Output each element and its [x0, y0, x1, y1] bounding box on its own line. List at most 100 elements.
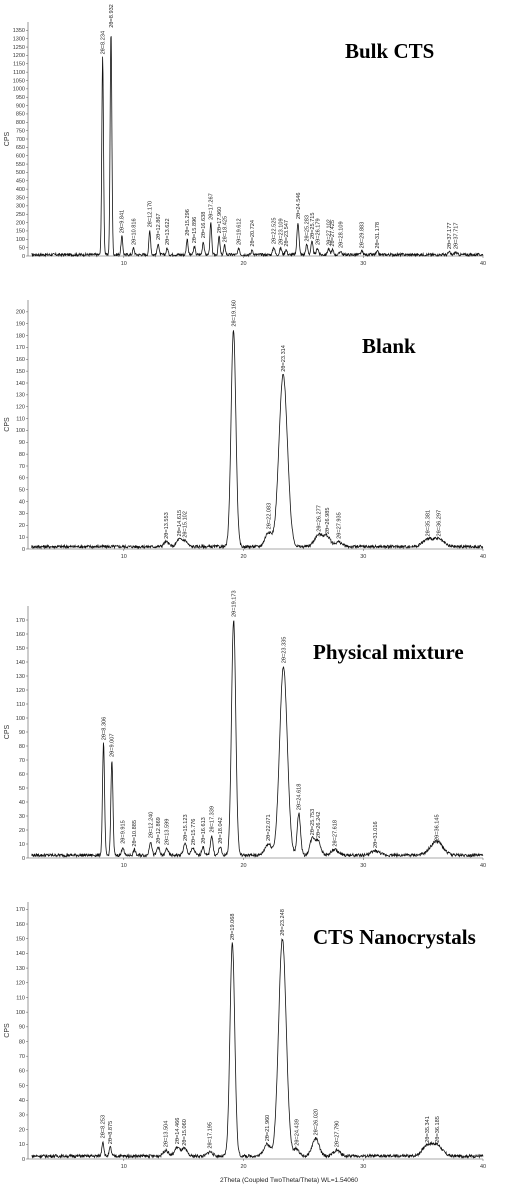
peak-label: 2θ=27.935 — [336, 512, 342, 539]
peak-label: 2θ=20.724 — [250, 220, 256, 247]
y-tick-label: 200 — [16, 220, 25, 226]
peak-label: 2θ=10.885 — [132, 820, 138, 847]
y-tick-label: 160 — [16, 632, 25, 638]
peak-label: 2θ=13.599 — [165, 819, 171, 846]
peak-label: 2θ=37.717 — [453, 223, 459, 250]
y-tick-label: 10 — [19, 842, 25, 848]
peak-label: 2θ=26.242 — [316, 812, 322, 839]
x-axis-label: 2Theta (Coupled TwoTheta/Theta) WL=1.540… — [220, 1177, 358, 1184]
peak-label: 2θ=18.042 — [218, 817, 224, 844]
peak-label: 2θ=24.618 — [297, 784, 303, 811]
y-tick-label: 400 — [16, 187, 25, 193]
y-tick-label: 950 — [16, 95, 25, 101]
peak-label: 2θ=8.875 — [108, 1121, 114, 1145]
y-tick-label: 600 — [16, 154, 25, 160]
peak-label: 2θ=8.253 — [101, 1115, 107, 1139]
xrd-panel-2: 0 10 20 30 40 50 60 70 80 90 100 110 120 130 140 150 160… — [4, 300, 486, 560]
y-tick-label: 70 — [19, 758, 25, 764]
peak-label: 2θ=15.896 — [192, 217, 198, 244]
x-tick-label: 40 — [480, 261, 486, 267]
peak-label: 2θ=28.109 — [338, 221, 344, 248]
y-tick-label: 110 — [16, 702, 25, 708]
y-tick-label: 900 — [16, 103, 25, 109]
y-tick-label: 0 — [22, 856, 25, 862]
peak-label: 2θ=29.883 — [360, 222, 366, 249]
y-tick-label: 110 — [16, 995, 25, 1001]
peak-label: 2θ=35.341 — [425, 1116, 431, 1143]
y-tick-label: 170 — [16, 907, 25, 913]
y-tick-label: 130 — [16, 393, 25, 399]
x-tick-label: 10 — [121, 863, 127, 869]
peak-label: 2θ=26.985 — [325, 508, 331, 535]
peak-label: 2θ=12.170 — [148, 201, 154, 228]
peak-label: 2θ=15.060 — [182, 1119, 188, 1146]
y-axis-label: CPS — [4, 1023, 11, 1038]
y-tick-label: 1200 — [13, 53, 25, 59]
peak-label: 2θ=23.547 — [284, 220, 290, 247]
xrd-panel-1: 0 50 100 150 200 250 300 350 400 450 500 550 600 650 7… — [4, 4, 486, 267]
y-tick-label: 130 — [16, 966, 25, 972]
y-axis-label: CPS — [4, 417, 11, 432]
y-tick-label: 120 — [16, 405, 25, 411]
y-tick-label: 20 — [19, 828, 25, 834]
peak-label: 2θ=19.160 — [231, 300, 237, 327]
x-tick-label: 20 — [240, 1164, 246, 1170]
y-tick-label: 1300 — [13, 37, 25, 43]
peak-label: 2θ=21.960 — [265, 1115, 271, 1142]
peak-label: 2θ=23.109 — [279, 218, 285, 245]
y-tick-label: 160 — [16, 922, 25, 928]
x-tick-label: 20 — [240, 261, 246, 267]
peak-label: 2θ=23.335 — [281, 637, 287, 664]
peak-label: 2θ=24.546 — [296, 192, 302, 219]
peak-label: 2θ=19.068 — [230, 914, 236, 941]
y-tick-label: 110 — [16, 416, 25, 422]
peak-label: 2θ=8.234 — [100, 31, 106, 55]
y-tick-label: 200 — [16, 310, 25, 316]
y-tick-label: 60 — [19, 772, 25, 778]
x-tick-label: 40 — [480, 554, 486, 560]
x-tick-label: 20 — [240, 554, 246, 560]
peak-label: 2θ=31.016 — [373, 821, 379, 848]
peak-label: 2θ=9.841 — [120, 210, 126, 234]
peak-label: 2θ=27.790 — [335, 1121, 341, 1148]
y-tick-label: 150 — [16, 646, 25, 652]
peak-label: 2θ=23.248 — [280, 909, 286, 936]
y-tick-label: 850 — [16, 112, 25, 118]
x-tick-label: 30 — [360, 1164, 366, 1170]
y-tick-label: 500 — [16, 170, 25, 176]
peak-label: 2θ=22.083 — [266, 503, 272, 530]
peak-label: 2θ=19.612 — [237, 218, 243, 245]
peak-label: 2θ=17.339 — [209, 806, 215, 833]
peak-label: 2θ=27.102 — [326, 219, 332, 246]
x-tick-label: 30 — [360, 261, 366, 267]
peak-label: 2θ=9.915 — [121, 820, 127, 844]
y-tick-label: 50 — [19, 488, 25, 494]
peak-label: 2θ=37.177 — [447, 223, 453, 250]
y-tick-label: 80 — [19, 744, 25, 750]
peak-label: 2θ=12.240 — [148, 812, 154, 839]
diffraction-pattern-line — [31, 937, 484, 1160]
peak-label: 2θ=17.267 — [209, 193, 215, 220]
peak-label: 2θ=10.816 — [131, 218, 137, 245]
y-tick-label: 140 — [16, 381, 25, 387]
x-tick-label: 40 — [480, 863, 486, 869]
panel-title: Physical mixture — [313, 640, 464, 664]
y-tick-label: 160 — [16, 357, 25, 363]
diffraction-pattern-line — [31, 620, 484, 859]
y-tick-label: 30 — [19, 814, 25, 820]
y-axis-label: CPS — [4, 724, 11, 739]
x-tick-label: 10 — [121, 554, 127, 560]
peak-label: 2θ=15.123 — [183, 814, 189, 841]
diffraction-pattern-line — [31, 330, 484, 550]
y-tick-label: 60 — [19, 476, 25, 482]
y-tick-label: 1250 — [13, 45, 25, 51]
peak-label: 2θ=13.553 — [164, 512, 170, 539]
peak-label: 2θ=15.296 — [185, 209, 191, 236]
peak-label: 2θ=36.297 — [436, 510, 442, 537]
y-tick-label: 0 — [22, 547, 25, 553]
peak-label: 2θ=23.314 — [281, 345, 287, 372]
y-tick-label: 150 — [16, 369, 25, 375]
y-tick-label: 1100 — [13, 70, 25, 76]
diffraction-pattern-line — [31, 36, 484, 258]
